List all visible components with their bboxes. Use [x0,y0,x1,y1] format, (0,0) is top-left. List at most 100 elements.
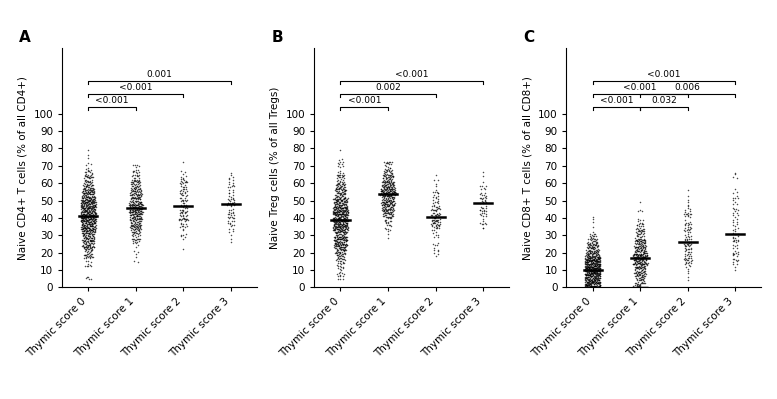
Point [125,225,138,231]
Point [586,264,598,270]
Point [678,232,691,239]
Point [88,199,100,205]
Point [681,241,694,247]
Point [386,188,399,195]
Point [638,269,650,276]
Point [591,273,604,279]
Point [581,264,594,270]
Point [225,200,238,206]
Point [125,192,138,198]
Point [87,210,99,217]
Point [632,265,644,272]
Point [75,226,87,232]
Point [335,207,347,214]
Point [78,182,90,189]
Point [631,260,643,266]
Point [82,232,94,239]
Point [336,211,348,217]
Point [590,269,602,276]
Point [582,284,594,290]
Point [584,258,596,264]
Point [639,268,651,274]
Point [379,209,392,215]
Point [89,213,101,219]
Point [82,172,95,178]
Point [385,191,398,198]
Point [333,202,345,209]
Point [86,215,99,222]
Point [591,256,603,263]
Point [389,189,402,195]
Point [87,213,99,219]
Point [584,274,597,280]
Point [583,251,595,258]
Point [338,256,350,262]
Point [129,210,141,216]
Point [581,269,594,275]
Point [585,277,598,283]
Point [381,193,393,199]
Point [327,224,340,231]
Point [84,194,96,200]
Point [581,251,594,257]
Point [132,221,145,227]
Point [591,275,603,282]
Point [333,236,345,243]
Point [629,279,642,286]
Point [80,218,92,225]
Point [83,212,96,219]
Point [633,233,646,240]
Point [591,261,603,267]
Point [582,239,594,245]
Point [134,206,146,212]
Point [77,198,89,204]
Point [336,239,348,245]
Point [629,270,641,276]
Point [332,173,344,180]
Point [585,258,598,265]
Point [584,257,597,263]
Point [637,243,650,250]
Point [337,247,350,253]
Point [588,260,601,266]
Point [641,250,653,257]
Point [382,210,394,216]
Point [331,198,343,204]
Point [82,257,95,264]
Point [85,223,97,229]
Point [376,182,388,189]
Point [127,235,139,242]
Point [638,284,650,290]
Point [636,230,648,236]
Point [591,278,603,284]
Point [386,208,399,214]
Point [580,271,592,278]
Point [589,269,601,276]
Point [79,211,92,218]
Point [123,208,135,215]
Point [583,264,595,270]
Point [129,176,141,183]
Point [630,284,643,290]
Point [476,196,488,203]
Point [83,219,96,225]
Point [82,221,95,227]
Point [636,219,648,226]
Point [633,281,646,287]
Point [637,274,650,280]
Point [587,269,600,275]
Point [582,245,594,251]
Point [82,236,95,243]
Point [86,238,99,245]
Point [333,227,346,233]
Point [636,276,648,282]
Y-axis label: Naive CD8+ T cells (% of all CD8+): Naive CD8+ T cells (% of all CD8+) [522,76,532,259]
Point [127,169,139,176]
Point [338,244,350,251]
Text: 0.032: 0.032 [651,97,677,105]
Point [639,240,651,246]
Point [586,268,598,274]
Point [586,284,598,290]
Point [726,249,739,256]
Point [590,280,602,287]
